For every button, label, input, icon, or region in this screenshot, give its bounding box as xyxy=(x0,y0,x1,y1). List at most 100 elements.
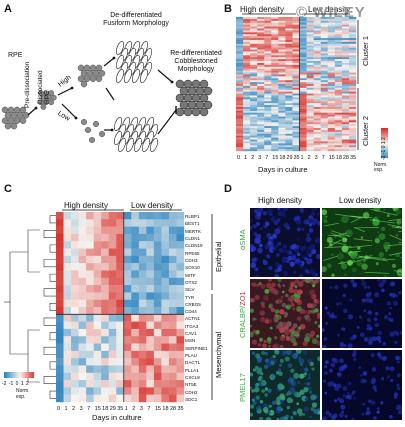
heat-cell xyxy=(278,108,286,111)
b-day-tick: 7 xyxy=(265,155,269,161)
heat-cell xyxy=(313,120,321,123)
stain-spot xyxy=(269,326,273,330)
heat-cell xyxy=(327,20,336,23)
heat-cell xyxy=(313,84,321,87)
stain-spot xyxy=(288,287,294,293)
heat-cell xyxy=(278,32,286,35)
heat-cell xyxy=(243,28,251,31)
heat-cell xyxy=(168,321,177,330)
heat-cell xyxy=(153,394,162,403)
heat-cell xyxy=(271,99,279,102)
stain-spot xyxy=(284,329,290,336)
heat-cell xyxy=(161,307,170,315)
heat-cell xyxy=(250,120,258,123)
heat-cell xyxy=(285,36,293,39)
heat-cell xyxy=(320,43,328,46)
heat-cell xyxy=(138,358,147,366)
cell xyxy=(80,80,88,88)
heat-cell xyxy=(271,143,279,146)
stain-spot xyxy=(299,274,303,277)
heat-cell xyxy=(278,95,286,98)
heat-cell xyxy=(320,64,328,67)
heat-cell xyxy=(250,26,258,29)
heat-cell xyxy=(313,129,321,133)
stain-spot xyxy=(287,363,293,368)
heat-cell xyxy=(348,93,357,96)
legend-swatch xyxy=(16,372,18,378)
heat-cell xyxy=(264,22,272,25)
heat-cell xyxy=(138,263,147,271)
heat-cell xyxy=(264,32,272,35)
heat-cell xyxy=(285,84,293,87)
heat-cell xyxy=(168,387,177,395)
heat-cell xyxy=(243,93,251,96)
heat-cell xyxy=(271,64,279,67)
heat-cell xyxy=(348,135,357,138)
cell xyxy=(92,120,99,127)
heat-cell xyxy=(250,126,258,129)
stain-spot xyxy=(252,282,257,287)
heat-cell xyxy=(278,64,286,67)
stain-spot xyxy=(279,309,285,315)
heat-cell xyxy=(341,30,350,33)
stain-spot xyxy=(371,400,376,405)
stain-spot xyxy=(272,354,276,359)
stain-spot xyxy=(274,228,281,235)
heat-cell xyxy=(299,108,307,111)
stain-spot xyxy=(251,351,256,355)
gene-label: PLAU xyxy=(185,353,198,358)
heat-cell xyxy=(306,53,314,56)
heat-cell xyxy=(56,241,64,249)
heat-cell xyxy=(236,45,244,48)
heat-cell xyxy=(299,70,307,73)
heat-cell xyxy=(313,70,321,73)
heat-cell xyxy=(108,350,117,359)
heat-cell xyxy=(341,99,350,102)
stain-spot xyxy=(389,306,392,310)
heat-cell xyxy=(264,20,272,23)
legend-swatch xyxy=(381,147,388,150)
heat-cell xyxy=(320,106,328,110)
b-day-tick: 7 xyxy=(321,155,325,161)
stain-spot xyxy=(295,219,302,225)
stain-spot xyxy=(276,387,279,391)
heat-cell xyxy=(236,129,244,133)
heat-cell xyxy=(101,380,109,388)
heat-cell xyxy=(236,112,244,115)
heat-cell xyxy=(250,116,258,119)
heat-cell xyxy=(71,263,79,271)
heat-cell xyxy=(236,95,244,98)
heat-cell xyxy=(86,358,94,366)
stain-spot xyxy=(378,233,386,240)
heat-cell xyxy=(299,41,307,44)
stain-spot xyxy=(262,343,267,348)
heat-cell xyxy=(78,299,87,308)
heat-cell xyxy=(278,36,286,39)
heat-cell xyxy=(348,101,357,104)
heat-cell xyxy=(236,85,244,89)
heat-cell xyxy=(341,126,350,129)
heat-cell xyxy=(176,270,185,278)
heat-cell xyxy=(348,26,357,29)
heat-cell xyxy=(153,343,162,352)
heat-cell xyxy=(313,36,321,39)
heat-cell xyxy=(250,53,258,56)
heat-cell xyxy=(146,328,155,337)
heat-cell xyxy=(334,137,343,140)
heat-cell xyxy=(123,219,132,227)
heat-cell xyxy=(243,45,251,48)
stain-spot xyxy=(250,372,254,377)
heat-cell xyxy=(236,143,244,146)
heat-cell xyxy=(250,82,258,85)
heat-cell xyxy=(243,89,251,92)
heat-cell xyxy=(161,263,170,271)
heat-cell xyxy=(327,106,336,110)
heat-cell xyxy=(131,321,140,330)
heat-cell xyxy=(292,74,300,77)
heat-cell xyxy=(341,139,350,142)
heat-cell xyxy=(348,62,357,66)
b-day-tick: 1 xyxy=(244,155,248,161)
stain-spot xyxy=(307,373,311,377)
stain-spot xyxy=(270,287,277,294)
heat-cell xyxy=(243,137,251,140)
